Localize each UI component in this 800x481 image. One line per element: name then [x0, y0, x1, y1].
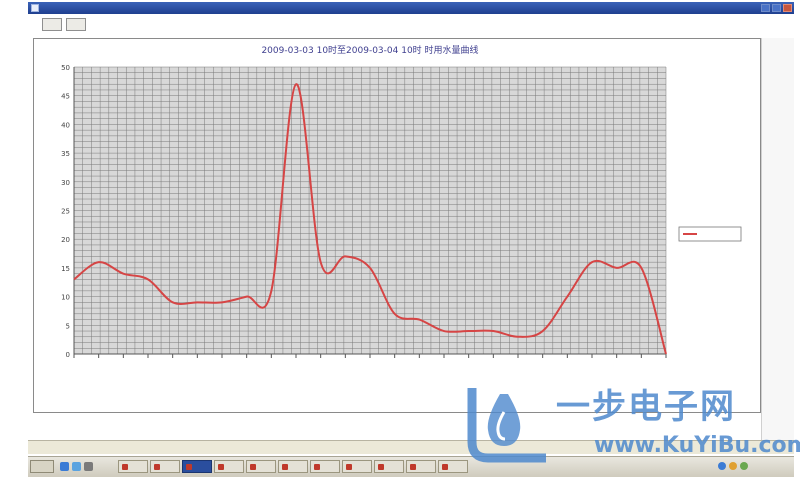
taskbar-app-icon [250, 464, 256, 470]
chart-svg: 2009-03-03 10时至2009-03-04 10时 时用水量曲线 0 5 10… [61, 44, 742, 359]
y-tick-label: 25 [61, 208, 70, 216]
y-tick-label: 5 [66, 322, 70, 330]
tray-volume-icon[interactable] [729, 462, 737, 470]
toolbar-button-2[interactable] [66, 18, 86, 31]
minimize-button[interactable] [761, 4, 770, 12]
taskbar-app-icon [282, 464, 288, 470]
y-tick-label: 30 [61, 179, 70, 187]
vertical-scrollbar[interactable] [761, 38, 794, 440]
quick-launch-desktop-icon[interactable] [72, 462, 81, 471]
taskbar-app-icon [218, 464, 224, 470]
taskbar-item-6[interactable] [278, 460, 308, 473]
taskbar-app-icon [442, 464, 448, 470]
taskbar [28, 456, 794, 477]
taskbar-item-4[interactable] [214, 460, 244, 473]
taskbar-item-11[interactable] [438, 460, 468, 473]
series-line [73, 83, 667, 355]
chart-frame: 2009-03-03 10时至2009-03-04 10时 时用水量曲线 0 5 10… [33, 38, 761, 413]
y-tick-label: 40 [61, 121, 70, 129]
taskbar-item-9[interactable] [374, 460, 404, 473]
y-tick-label: 50 [61, 64, 70, 72]
y-tick-label: 15 [61, 265, 70, 273]
taskbar-app-icon [410, 464, 416, 470]
toolbar [28, 14, 794, 38]
taskbar-item-10[interactable] [406, 460, 436, 473]
chart-title: 2009-03-03 10时至2009-03-04 10时 时用水量曲线 [261, 44, 478, 56]
taskbar-app-icon [378, 464, 384, 470]
taskbar-app-icon [186, 464, 192, 470]
taskbar-app-icon [154, 464, 160, 470]
taskbar-item-1[interactable] [118, 460, 148, 473]
toolbar-button-1[interactable] [42, 18, 62, 31]
y-tick-label: 10 [61, 294, 70, 302]
tray-security-icon[interactable] [740, 462, 748, 470]
close-button[interactable] [783, 4, 792, 12]
taskbar-app-icon [346, 464, 352, 470]
taskbar-item-8[interactable] [342, 460, 372, 473]
legend-box [678, 226, 742, 242]
taskbar-app-icon [314, 464, 320, 470]
maximize-button[interactable] [772, 4, 781, 12]
y-tick-label: 35 [61, 150, 70, 158]
quick-launch-ie-icon[interactable] [60, 462, 69, 471]
taskbar-item-2[interactable] [150, 460, 180, 473]
quick-launch-folder-icon[interactable] [84, 462, 93, 471]
status-bar [28, 440, 794, 454]
start-button[interactable] [30, 460, 54, 473]
taskbar-item-5[interactable] [246, 460, 276, 473]
taskbar-item-7[interactable] [310, 460, 340, 473]
taskbar-app-icon [122, 464, 128, 470]
app-icon [31, 4, 39, 12]
window-titlebar [28, 2, 794, 14]
y-tick-label: 20 [61, 236, 70, 244]
y-tick-label: 0 [66, 351, 70, 359]
tray-network-icon[interactable] [718, 462, 726, 470]
taskbar-item-active[interactable] [182, 460, 212, 473]
y-tick-label: 45 [61, 93, 70, 101]
